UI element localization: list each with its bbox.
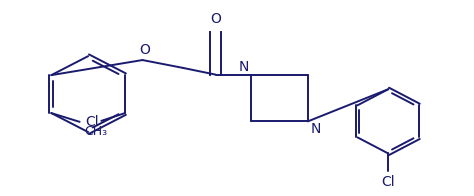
Text: O: O <box>210 12 221 26</box>
Text: N: N <box>310 122 320 136</box>
Text: CH₃: CH₃ <box>84 125 108 138</box>
Text: Cl: Cl <box>85 115 99 129</box>
Text: O: O <box>139 43 150 57</box>
Text: Cl: Cl <box>382 175 395 189</box>
Text: N: N <box>238 60 249 74</box>
